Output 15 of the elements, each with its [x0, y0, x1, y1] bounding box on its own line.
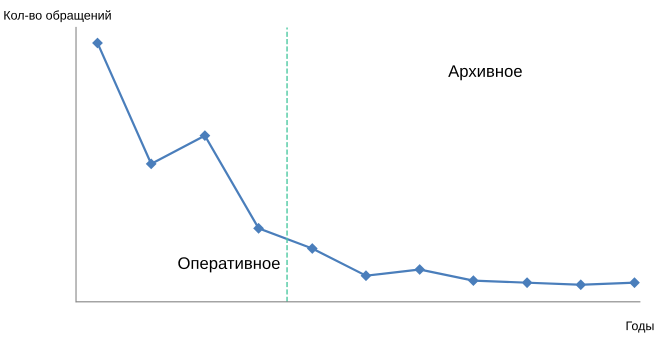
- point: [522, 278, 532, 288]
- point: [468, 276, 478, 286]
- point: [576, 280, 586, 290]
- annotation: Архивное: [448, 65, 522, 80]
- point: [200, 130, 210, 141]
- annotation: Оперативное: [178, 257, 280, 272]
- point: [307, 243, 318, 254]
- point: [146, 158, 156, 169]
- point: [414, 264, 425, 275]
- x-axis-title: Годы: [626, 322, 654, 333]
- y-axis-title: Кол-во обращений: [4, 10, 111, 22]
- point: [360, 270, 372, 281]
- point: [253, 223, 264, 234]
- point: [629, 278, 640, 288]
- point: [92, 38, 103, 48]
